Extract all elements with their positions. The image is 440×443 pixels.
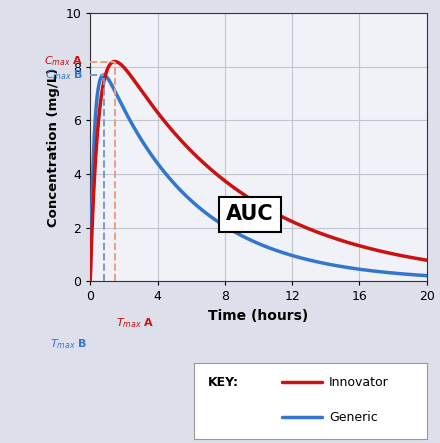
Text: $C_{max}$ B: $C_{max}$ B [45,68,84,82]
Text: $T_{max}$ A: $T_{max}$ A [117,316,155,330]
Text: Innovator: Innovator [329,376,389,389]
Text: KEY:: KEY: [208,376,238,389]
Text: Generic: Generic [329,411,378,424]
Y-axis label: Concentration (mg/L): Concentration (mg/L) [47,68,60,227]
Text: AUC: AUC [226,204,274,224]
Text: $T_{max}$ B: $T_{max}$ B [50,338,88,351]
X-axis label: Time (hours): Time (hours) [209,309,308,323]
Text: $C_{max}$ A: $C_{max}$ A [44,54,84,68]
